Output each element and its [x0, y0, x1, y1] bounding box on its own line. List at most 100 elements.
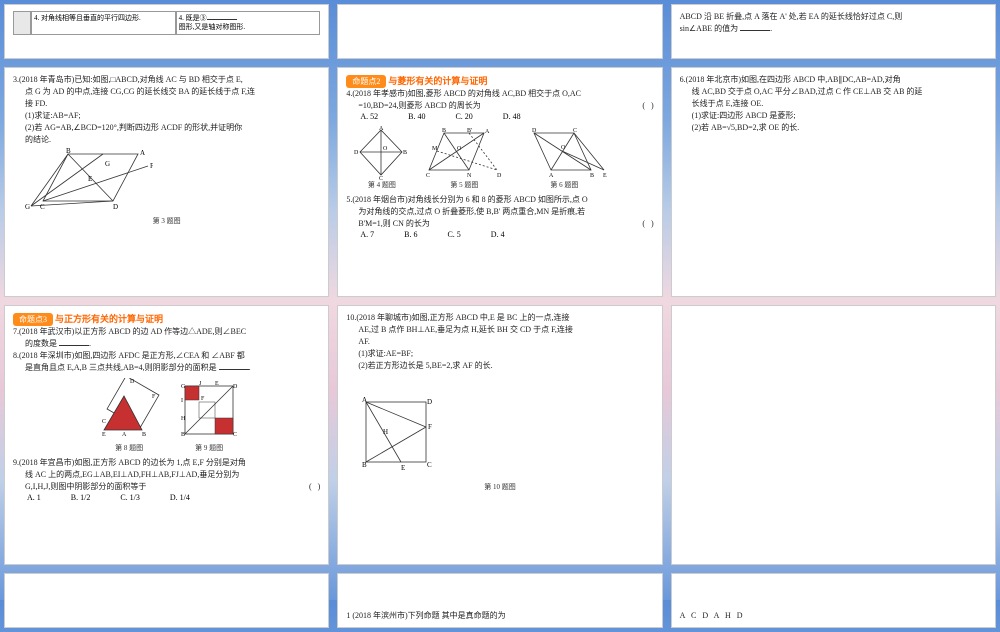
svg-text:I: I — [181, 398, 183, 404]
q8-t1: 8.(2018 年深圳市)如图,四边形 AFDC 是正方形,∠CEA 和 ∠AB… — [13, 350, 320, 362]
cell-left: 4. 对角线相等且垂直的平行四边形. — [31, 11, 176, 35]
panel-r3c1: 命题点3 与正方形有关的计算与证明 7.(2018 年武汉市)以正方形 ABCD… — [4, 305, 329, 565]
fig8-svg: CF EAB D — [92, 378, 167, 443]
q10-t4: (1)求证:AE=BF; — [346, 348, 653, 360]
svg-text:B: B — [590, 173, 594, 179]
svg-text:A: A — [549, 173, 554, 179]
topic2-tag: 命题点2 — [346, 75, 386, 88]
svg-text:O: O — [383, 146, 388, 152]
svg-text:A: A — [122, 432, 127, 438]
q4-optc: C. 20 — [455, 112, 472, 121]
svg-text:F: F — [152, 394, 156, 400]
svg-text:E: E — [401, 464, 405, 472]
q6-t4: (1)求证:四边形 ABCD 是菱形; — [680, 110, 987, 122]
fig6-label: 第 6 题图 — [519, 180, 609, 190]
panel-r1c1: 4. 对角线相等且垂直的平行四边形. 4. 既是③ 图形,又是轴对称图形. — [4, 4, 329, 59]
q5-opta: A. 7 — [360, 230, 374, 239]
svg-text:G: G — [25, 203, 30, 211]
svg-text:M: M — [432, 146, 438, 152]
svg-text:O: O — [457, 146, 462, 152]
q5-t2: 为对角线的交点,过点 O 折叠菱形,使 B,B' 两点重合,MN 是折痕,若 — [346, 206, 653, 218]
q3-t1: 3.(2018 年青岛市)已知:如图,□ABCD,对角线 AC 与 BD 相交于… — [13, 74, 320, 86]
svg-text:E: E — [88, 175, 92, 183]
svg-text:F: F — [428, 423, 432, 431]
q6-t2: 线 AC,BD 交于点 O,AC 平分∠BAD,过点 C 作 CE⊥AB 交 A… — [680, 86, 987, 98]
svg-text:B: B — [66, 147, 71, 155]
panel-r4c1 — [4, 573, 329, 628]
topic3-title: 与正方形有关的计算与证明 — [55, 314, 163, 324]
q10-t1: 10.(2018 年聊城市)如图,正方形 ABCD 中,E 是 BC 上的一点,… — [346, 312, 653, 324]
svg-text:G: G — [105, 160, 110, 168]
q10-t3: AF. — [346, 336, 653, 348]
svg-text:F: F — [201, 396, 205, 402]
q3-t3: 接 FD. — [13, 98, 320, 110]
q5-t1: 5.(2018 年烟台市)对角线长分别为 6 和 8 的菱形 ABCD 如图所示… — [346, 194, 653, 206]
q9-t1: 9.(2018 年宜昌市)如图,正方形 ABCD 的边长为 1,点 E,F 分别… — [13, 457, 320, 469]
panel-r2c3: 6.(2018 年北京市)如图,在四边形 ABCD 中,AB∥DC,AB=AD,… — [671, 67, 996, 297]
fig9-label: 第 9 题图 — [177, 443, 242, 453]
fig5-label: 第 5 题图 — [419, 180, 509, 190]
topic3-tag: 命题点3 — [13, 313, 53, 326]
svg-text:D: D — [354, 150, 359, 156]
r4c3-t: A C D A H D — [680, 610, 987, 622]
q4-t2: =10,BD=24,则菱形 ABCD 的周长为 — [358, 101, 480, 110]
q9-opta: A. 1 — [27, 493, 41, 502]
q5-optd: D. 4 — [491, 230, 505, 239]
q4-t1: 4.(2018 年孝感市)如图,菱形 ABCD 的对角线 AC,BD 相交于点 … — [346, 88, 653, 100]
svg-text:H: H — [383, 428, 388, 436]
topic2-title: 与菱形有关的计算与证明 — [388, 76, 487, 86]
panel-r2c1: 3.(2018 年青岛市)已知:如图,□ABCD,对角线 AC 与 BD 相交于… — [4, 67, 329, 297]
fig5-svg: B B' A C N D M O — [419, 125, 509, 180]
svg-text:A: A — [379, 126, 384, 132]
q10-t2: AE,过 B 点作 BH⊥AE,垂足为点 H,延长 BH 交 CD 于点 F,连… — [346, 324, 653, 336]
svg-text:N: N — [467, 173, 472, 179]
svg-text:B': B' — [467, 128, 472, 134]
panel-r3c3 — [671, 305, 996, 565]
svg-text:E: E — [603, 173, 607, 179]
fig4-label: 第 4 题图 — [354, 180, 409, 190]
fig3-label: 第 3 题图 — [13, 216, 320, 226]
svg-text:G: G — [181, 384, 186, 390]
svg-text:A: A — [140, 149, 145, 157]
fig10-label: 第 10 题图 — [346, 482, 653, 492]
panel-r4c3: A C D A H D — [671, 573, 996, 628]
q4-optd: D. 48 — [503, 112, 521, 121]
svg-text:B: B — [442, 128, 446, 134]
q6-t5: (2)若 AB=√5,BD=2,求 OE 的长. — [680, 122, 987, 134]
panel-r1c2 — [337, 4, 662, 59]
svg-text:A: A — [485, 129, 490, 135]
cell-mid1: 4. 既是③ — [179, 14, 207, 22]
q7-t1: 7.(2018 年武汉市)以正方形 ABCD 的边 AD 作等边△ADE,则∠B… — [13, 326, 320, 338]
svg-text:E: E — [215, 381, 219, 387]
svg-text:F: F — [150, 162, 153, 170]
q5-optb: B. 6 — [404, 230, 417, 239]
panel-r4c2: 1 (2018 年滨州市)下列命题 其中是真命题的为 — [337, 573, 662, 628]
fig3-svg: BA FD CG EG — [13, 146, 153, 216]
q9-t2: 线 AC 上的两点,EG⊥AB,EI⊥AD,FH⊥AB,FJ⊥AD,垂足分别为 — [13, 469, 320, 481]
q9-optd: D. 1/4 — [170, 493, 190, 502]
svg-text:D: D — [427, 398, 432, 406]
fig4-svg: AB CD O — [354, 125, 409, 180]
svg-text:C: C — [426, 173, 430, 179]
q4-opta: A. 52 — [360, 112, 378, 121]
svg-text:D: D — [113, 203, 118, 211]
svg-text:B: B — [181, 432, 185, 438]
q4-optb: B. 40 — [408, 112, 425, 121]
svg-text:E: E — [102, 432, 106, 438]
q3-t5: (2)若 AG=AB,∠BCD=120°,判断四边形 ACDF 的形状,并证明你 — [13, 122, 320, 134]
svg-text:B: B — [142, 432, 146, 438]
svg-text:D: D — [497, 173, 502, 179]
q3-t6: 的结论. — [13, 134, 320, 146]
r4c2-t: 1 (2018 年滨州市)下列命题 其中是真命题的为 — [346, 610, 653, 622]
r1c3-t2: sin∠ABE 的值为 — [680, 24, 739, 33]
q6-t1: 6.(2018 年北京市)如图,在四边形 ABCD 中,AB∥DC,AB=AD,… — [680, 74, 987, 86]
q9-optc: C. 1/3 — [120, 493, 140, 502]
q6-t3: 长线于点 E,连接 OE. — [680, 98, 987, 110]
svg-text:D: D — [532, 128, 537, 134]
svg-text:B: B — [362, 461, 367, 469]
svg-text:H: H — [181, 416, 186, 422]
q9-optb: B. 1/2 — [71, 493, 91, 502]
svg-text:O: O — [561, 145, 566, 151]
q9-t3: G,I,H,J,则图中阴影部分的面积等于 — [25, 482, 146, 491]
svg-text:D: D — [233, 384, 238, 390]
